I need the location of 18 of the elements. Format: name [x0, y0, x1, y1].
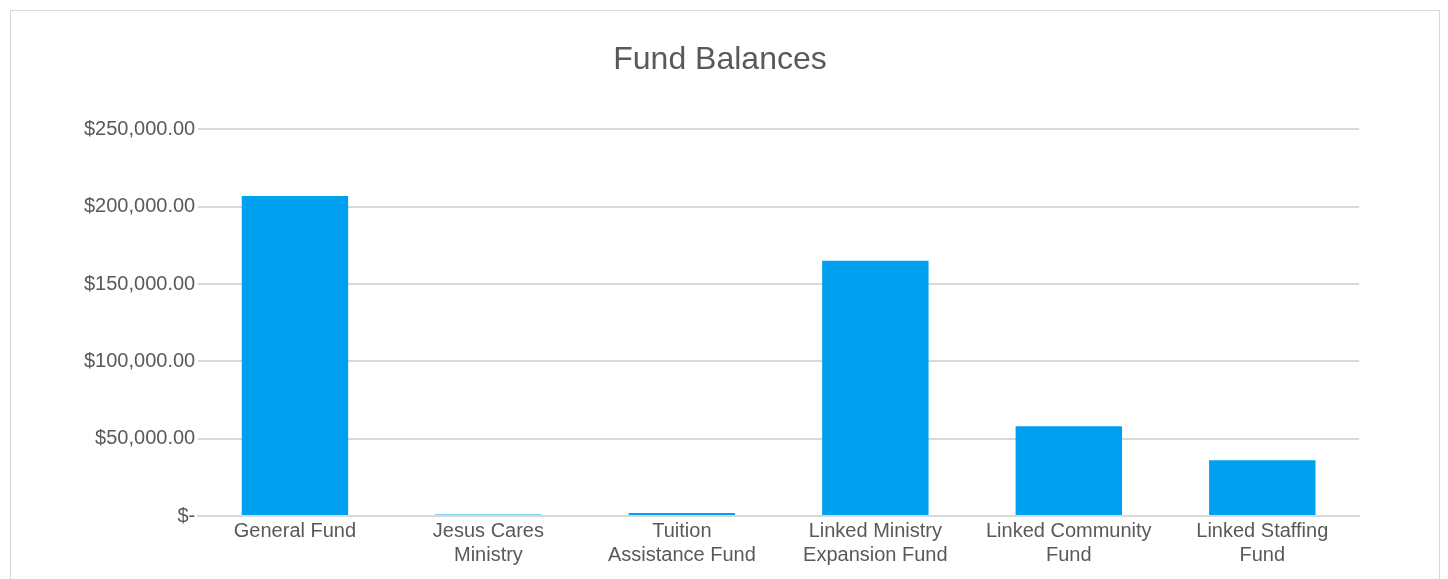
- x-tick-label: General Fund: [233, 518, 357, 541]
- y-tick-label: $50,000.00: [95, 426, 196, 449]
- x-tick-label: Linked Community Fund: [985, 518, 1152, 565]
- bar: [822, 260, 929, 515]
- y-tick-label: $200,000.00: [83, 194, 196, 217]
- x-tick-label: Linked Ministry Expansion Fund: [803, 518, 948, 565]
- y-tick-label: $100,000.00: [83, 348, 196, 371]
- y-tick-label: $250,000.00: [83, 116, 196, 139]
- chart-title: Fund Balances: [613, 40, 827, 77]
- bar: [628, 512, 736, 515]
- x-tick-label: Tuition Assistance Fund: [607, 518, 756, 565]
- x-tick-label: Linked Staffing Fund: [1196, 518, 1329, 565]
- bar: [1015, 426, 1123, 515]
- y-tick-label: $150,000.00: [83, 271, 196, 294]
- y-tick-label: $-: [177, 503, 196, 526]
- bar: [241, 195, 349, 515]
- bar: [1209, 460, 1316, 515]
- x-tick-label: Jesus Cares Ministry: [432, 518, 544, 565]
